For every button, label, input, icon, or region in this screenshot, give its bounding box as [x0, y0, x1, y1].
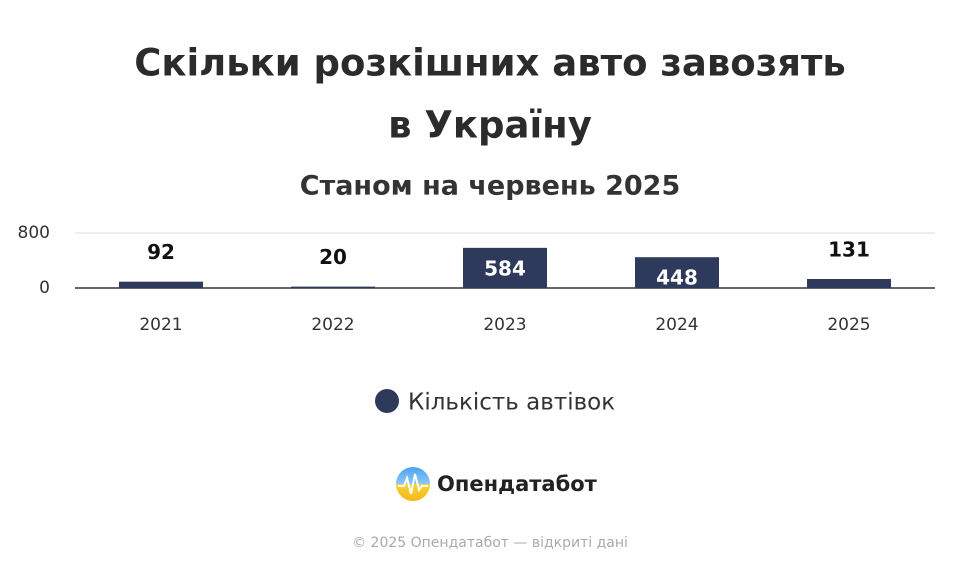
value-label: 20	[319, 245, 347, 269]
logo-text: Опендатабот	[437, 472, 598, 496]
x-tick-label: 2025	[827, 315, 870, 335]
y-tick-label: 800	[18, 223, 50, 243]
legend-label: Кількість автівок	[408, 390, 615, 416]
x-tick-label: 2024	[655, 315, 698, 335]
x-tick-label: 2023	[483, 315, 526, 335]
bar	[635, 257, 719, 288]
x-tick-label: 2021	[139, 315, 182, 335]
value-label: 92	[147, 240, 175, 264]
chart-title: в Україну	[388, 104, 592, 147]
legend-marker	[375, 389, 399, 413]
value-label: 131	[828, 237, 870, 261]
chart-subtitle: Станом на червень 2025	[300, 171, 680, 202]
bar	[291, 286, 375, 288]
value-label: 584	[484, 256, 526, 280]
value-label: 448	[656, 266, 698, 290]
y-tick-label: 0	[39, 278, 50, 298]
logo-pulse	[398, 473, 428, 495]
chart-title: Скільки розкішних авто завозять	[134, 42, 846, 85]
bar	[119, 281, 203, 288]
footer: © 2025 Опендатабот — відкриті дані	[352, 535, 628, 551]
bar	[463, 247, 547, 288]
bar	[807, 278, 891, 288]
logo: Опендатабот	[396, 467, 598, 501]
x-tick-label: 2022	[311, 315, 354, 335]
